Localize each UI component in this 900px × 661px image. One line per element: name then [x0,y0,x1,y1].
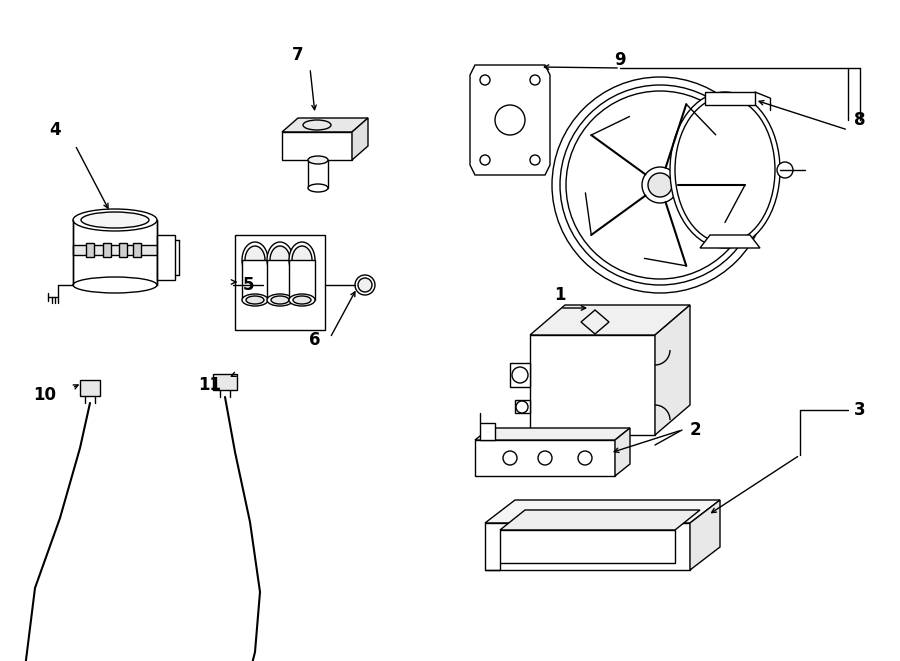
Polygon shape [530,305,690,335]
Circle shape [642,167,678,203]
Ellipse shape [670,92,780,248]
Polygon shape [308,160,328,188]
Polygon shape [352,118,368,160]
Polygon shape [267,260,293,300]
Polygon shape [282,132,352,160]
Polygon shape [103,243,111,257]
Ellipse shape [267,242,293,278]
Polygon shape [119,243,127,257]
Polygon shape [80,380,100,396]
Polygon shape [242,260,268,300]
Text: 9: 9 [614,51,626,69]
Circle shape [495,105,525,135]
Ellipse shape [81,212,149,228]
Polygon shape [530,335,655,435]
Ellipse shape [73,277,157,293]
Ellipse shape [292,246,312,274]
Circle shape [552,77,768,293]
Polygon shape [282,118,368,132]
Text: 3: 3 [854,401,866,419]
Polygon shape [690,500,720,570]
Text: 7: 7 [292,46,304,64]
Ellipse shape [271,296,289,304]
Polygon shape [133,243,141,257]
Polygon shape [655,305,690,435]
Circle shape [530,155,540,165]
Polygon shape [700,235,760,248]
Ellipse shape [242,242,268,278]
Polygon shape [515,400,530,413]
Polygon shape [289,260,315,300]
Ellipse shape [355,275,375,295]
Ellipse shape [245,246,265,274]
Polygon shape [485,500,720,523]
Text: 10: 10 [33,386,57,404]
Ellipse shape [358,278,372,292]
Circle shape [480,75,490,85]
Circle shape [480,155,490,165]
Polygon shape [475,428,630,440]
Text: 4: 4 [50,121,61,139]
Polygon shape [510,363,530,387]
Circle shape [503,451,517,465]
Ellipse shape [73,209,157,231]
Ellipse shape [289,294,315,306]
Text: 1: 1 [554,286,566,304]
Polygon shape [73,220,157,285]
Ellipse shape [242,294,268,306]
Ellipse shape [308,184,328,192]
Text: 2: 2 [689,421,701,439]
Circle shape [530,75,540,85]
Polygon shape [475,440,615,476]
Text: 11: 11 [199,376,221,394]
Ellipse shape [289,242,315,278]
Ellipse shape [308,156,328,164]
Circle shape [777,162,793,178]
Text: 5: 5 [242,276,254,294]
Ellipse shape [246,296,264,304]
Polygon shape [480,423,495,440]
Text: 8: 8 [854,111,866,129]
Polygon shape [615,428,630,476]
Ellipse shape [267,294,293,306]
Text: 6: 6 [310,331,320,349]
Polygon shape [73,245,157,255]
Circle shape [516,401,528,413]
Polygon shape [500,530,675,563]
Polygon shape [86,243,94,257]
Circle shape [512,367,528,383]
Polygon shape [705,92,755,105]
Polygon shape [500,510,700,530]
Ellipse shape [293,296,311,304]
Circle shape [538,451,552,465]
Circle shape [648,173,672,197]
Circle shape [578,451,592,465]
Polygon shape [213,374,237,390]
Ellipse shape [270,246,290,274]
Polygon shape [485,523,690,570]
Polygon shape [470,65,550,175]
Polygon shape [157,235,175,280]
